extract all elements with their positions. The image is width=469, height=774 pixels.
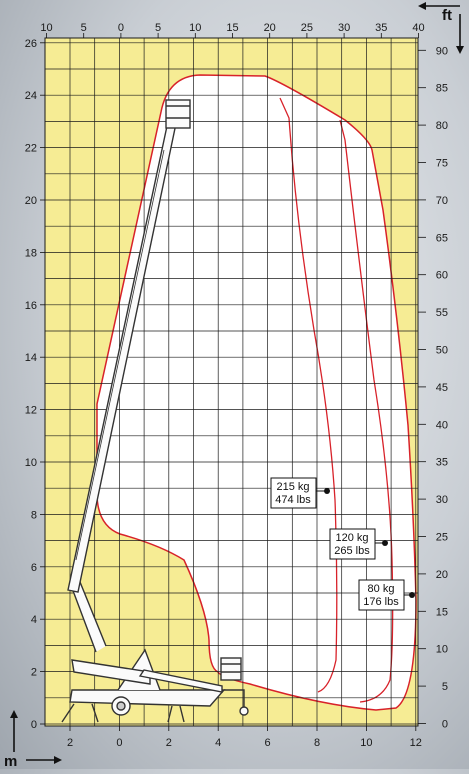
top-tick-label: 30 [338, 22, 350, 34]
envelope-120kg [339, 119, 394, 703]
left-tick-label: 2 [31, 667, 37, 679]
load-80-lbs-label: 176 lbs [363, 596, 399, 608]
left-tick-label: 18 [25, 247, 37, 259]
m-unit-label: m [4, 753, 17, 769]
left-tick-label: 24 [25, 90, 37, 102]
boom-lift-drawing [61, 99, 249, 723]
right-tick-label: 10 [436, 644, 448, 656]
left-tick-label: 14 [25, 352, 37, 364]
right-tick-label: 50 [436, 345, 448, 357]
left-tick-label: 22 [25, 143, 37, 155]
left-tick-label: 0 [31, 719, 37, 731]
load-point-80kg [409, 592, 415, 598]
top-tick-label: 5 [155, 22, 161, 34]
right-tick-label: 65 [436, 232, 448, 244]
right-tick-label: 55 [436, 307, 448, 319]
right-tick-label: 20 [436, 569, 448, 581]
left-tick-label: 8 [31, 509, 37, 521]
top-tick-label: 10 [189, 22, 201, 34]
top-tick-label: 0 [118, 22, 124, 34]
bottom-tick-label: 6 [265, 737, 271, 749]
right-tick-label: 15 [436, 606, 448, 618]
bottom-tick-label: 10 [360, 737, 372, 749]
load-zone-120kg: 120 kg 265 lbs [329, 528, 388, 560]
bottom-tick-label: 0 [116, 737, 122, 749]
right-tick-label: 60 [436, 270, 448, 282]
left-tick-label: 26 [25, 38, 37, 50]
top-tick-label: 20 [264, 22, 276, 34]
left-tick-label: 20 [25, 195, 37, 207]
load-215-kg-label: 215 kg [276, 481, 309, 493]
load-215-lbs-label: 474 lbs [275, 494, 311, 506]
ft-arrow-icon [418, 2, 464, 54]
right-tick-label: 5 [442, 681, 448, 693]
load-zone-80kg: 80 kg 176 lbs [358, 579, 415, 611]
top-tick-label: 15 [226, 22, 238, 34]
right-tick-label: 0 [442, 719, 448, 731]
top-axis-labels: 10 5 0 5 10 15 20 25 30 35 40 [40, 22, 424, 34]
top-tick-label: 10 [40, 22, 52, 34]
right-tick-label: 85 [436, 83, 448, 95]
m-arrow-icon [10, 710, 62, 764]
axis-ticks [40, 33, 426, 731]
ft-unit-label: ft [442, 7, 452, 24]
right-tick-label: 35 [436, 457, 448, 469]
bottom-axis-labels: 2 0 2 4 6 8 10 12 [67, 737, 422, 749]
envelope-215kg [279, 97, 338, 693]
right-tick-label: 40 [436, 419, 448, 431]
left-tick-label: 4 [31, 614, 37, 626]
right-axis-labels: 0 5 10 15 20 25 30 35 40 45 50 55 60 65 70 75 80 85 90 [436, 45, 448, 730]
load-80-kg-label: 80 kg [368, 583, 395, 595]
left-tick-label: 16 [25, 300, 37, 312]
load-point-120kg [382, 540, 388, 546]
right-tick-label: 30 [436, 494, 448, 506]
left-tick-label: 10 [25, 457, 37, 469]
bottom-tick-label: 4 [215, 737, 221, 749]
load-zone-215kg: 215 kg 474 lbs [270, 477, 330, 509]
left-tick-label: 12 [25, 405, 37, 417]
right-tick-label: 70 [436, 195, 448, 207]
plot-frame [44, 37, 419, 727]
left-tick-label: 6 [31, 562, 37, 574]
grid [45, 38, 418, 726]
right-tick-label: 75 [436, 158, 448, 170]
bottom-tick-label: 12 [410, 737, 422, 749]
top-tick-label: 25 [301, 22, 313, 34]
load-120-kg-label: 120 kg [335, 532, 368, 544]
bottom-tick-label: 8 [314, 737, 320, 749]
load-point-215kg [324, 488, 330, 494]
top-tick-label: 40 [412, 22, 424, 34]
bottom-tick-label: 2 [67, 737, 73, 749]
right-tick-label: 90 [436, 45, 448, 57]
right-tick-label: 80 [436, 120, 448, 132]
right-tick-label: 25 [436, 532, 448, 544]
top-tick-label: 35 [375, 22, 387, 34]
right-tick-label: 45 [436, 382, 448, 394]
load-120-lbs-label: 265 lbs [334, 545, 370, 557]
bottom-tick-label: 2 [166, 737, 172, 749]
top-tick-label: 5 [81, 22, 87, 34]
